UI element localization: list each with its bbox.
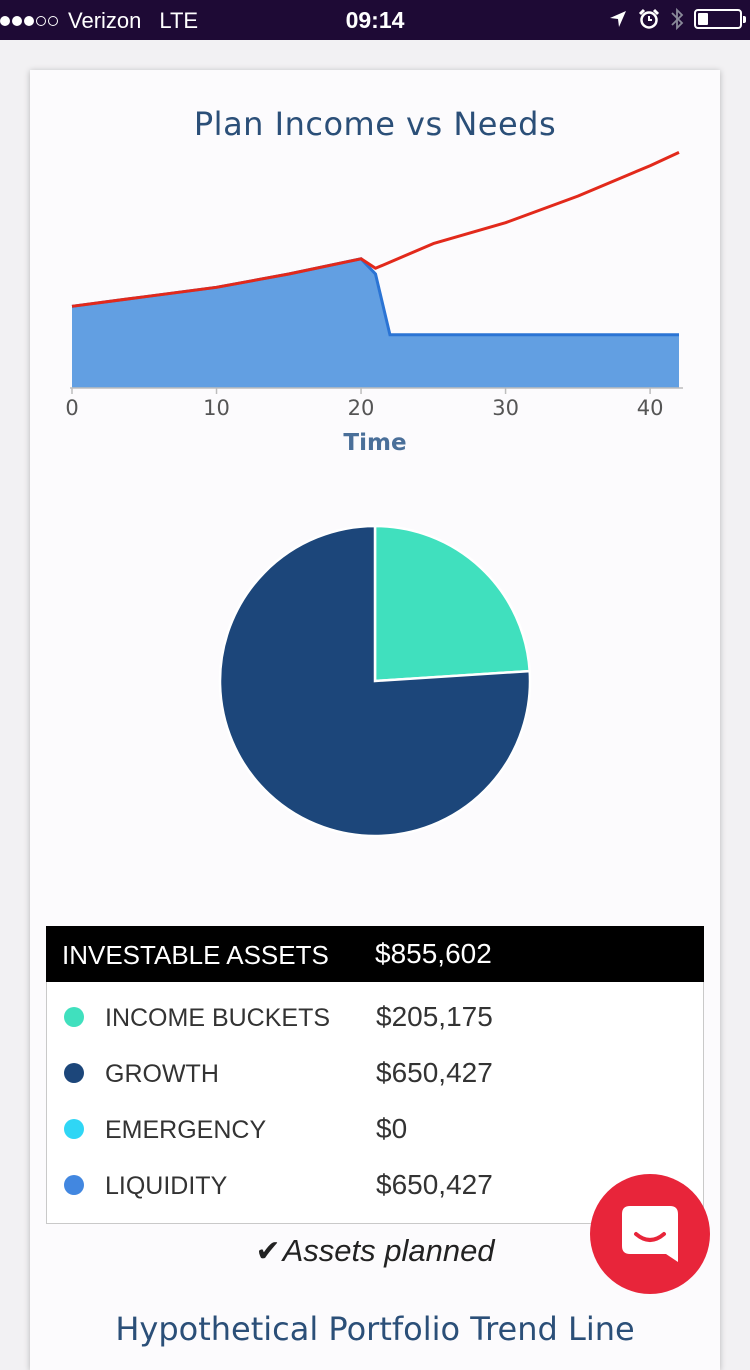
asset-label: EMERGENCY <box>105 1116 267 1144</box>
asset-row-liquidity: LIQUIDITY $650,427 <box>47 1158 703 1214</box>
signal-dot <box>0 16 10 26</box>
pie-slice-income-buckets <box>373 524 532 683</box>
x-tick-label: 30 <box>492 396 519 420</box>
status-left: Verizon LTE <box>0 8 198 34</box>
asset-row-income-buckets: INCOME BUCKETS $205,175 <box>47 990 703 1046</box>
battery-icon <box>694 9 746 29</box>
checkmark-icon: ✔ <box>255 1235 281 1268</box>
carrier-name: Verizon <box>68 8 142 33</box>
legend-swatch <box>64 1119 84 1139</box>
chat-button[interactable] <box>590 1174 710 1294</box>
battery-cap <box>743 16 746 23</box>
asset-value: $650,427 <box>376 1057 493 1088</box>
battery-fill <box>698 13 708 25</box>
asset-label: LIQUIDITY <box>105 1172 228 1200</box>
asset-value: $0 <box>376 1113 408 1144</box>
assets-planned-label: Assets planned <box>282 1233 495 1268</box>
signal-strength-icon <box>0 16 58 26</box>
x-tick-label: 40 <box>637 396 664 420</box>
x-tick-label: 10 <box>203 396 230 420</box>
asset-label: INCOME BUCKETS <box>105 1004 331 1032</box>
chat-bubble-icon <box>622 1206 678 1262</box>
x-tick-label: 0 <box>65 396 78 420</box>
plan-card: Plan Income vs Needs 0 10 20 30 40 Time INVES… <box>30 70 720 1370</box>
signal-dot <box>12 16 22 26</box>
status-right <box>608 7 746 31</box>
investable-assets-header: INVESTABLE ASSETS $855,602 <box>46 926 704 982</box>
asset-row-emergency: EMERGENCY $0 <box>47 1102 703 1158</box>
alarm-clock-icon <box>638 8 660 29</box>
asset-value: $650,427 <box>376 1169 493 1200</box>
pie-slice-growth <box>218 524 532 838</box>
asset-value: $205,175 <box>376 1001 493 1032</box>
x-tick-label: 20 <box>348 396 375 420</box>
status-bar: Verizon LTE 09:14 <box>0 0 750 40</box>
x-axis-title: Time <box>343 430 406 456</box>
signal-dot <box>36 16 46 26</box>
series-area-income <box>72 258 679 388</box>
assets-breakdown-table: INCOME BUCKETS $205,175 GROWTH $650,427 … <box>46 982 704 1224</box>
investable-assets-label: INVESTABLE ASSETS <box>62 940 329 970</box>
assets-planned-status: ✔Assets planned <box>30 1233 720 1269</box>
signal-dot <box>48 16 58 26</box>
asset-allocation-pie <box>218 524 532 838</box>
bluetooth-icon <box>671 7 684 31</box>
next-section-title: Hypothetical Portfolio Trend Line <box>115 1310 635 1348</box>
legend-swatch <box>64 1175 84 1195</box>
legend-swatch <box>64 1063 84 1083</box>
series-line-needs <box>71 151 680 308</box>
asset-row-growth: GROWTH $650,427 <box>47 1046 703 1102</box>
location-arrow-icon <box>610 11 626 27</box>
investable-assets-value: $855,602 <box>375 938 492 969</box>
income-vs-needs-chart: 0 10 20 30 40 Time <box>65 151 683 456</box>
legend-swatch <box>64 1007 84 1027</box>
network-type: LTE <box>159 8 199 33</box>
chart-title: Plan Income vs Needs <box>193 105 557 143</box>
signal-dot <box>24 16 34 26</box>
asset-label: GROWTH <box>105 1060 219 1088</box>
